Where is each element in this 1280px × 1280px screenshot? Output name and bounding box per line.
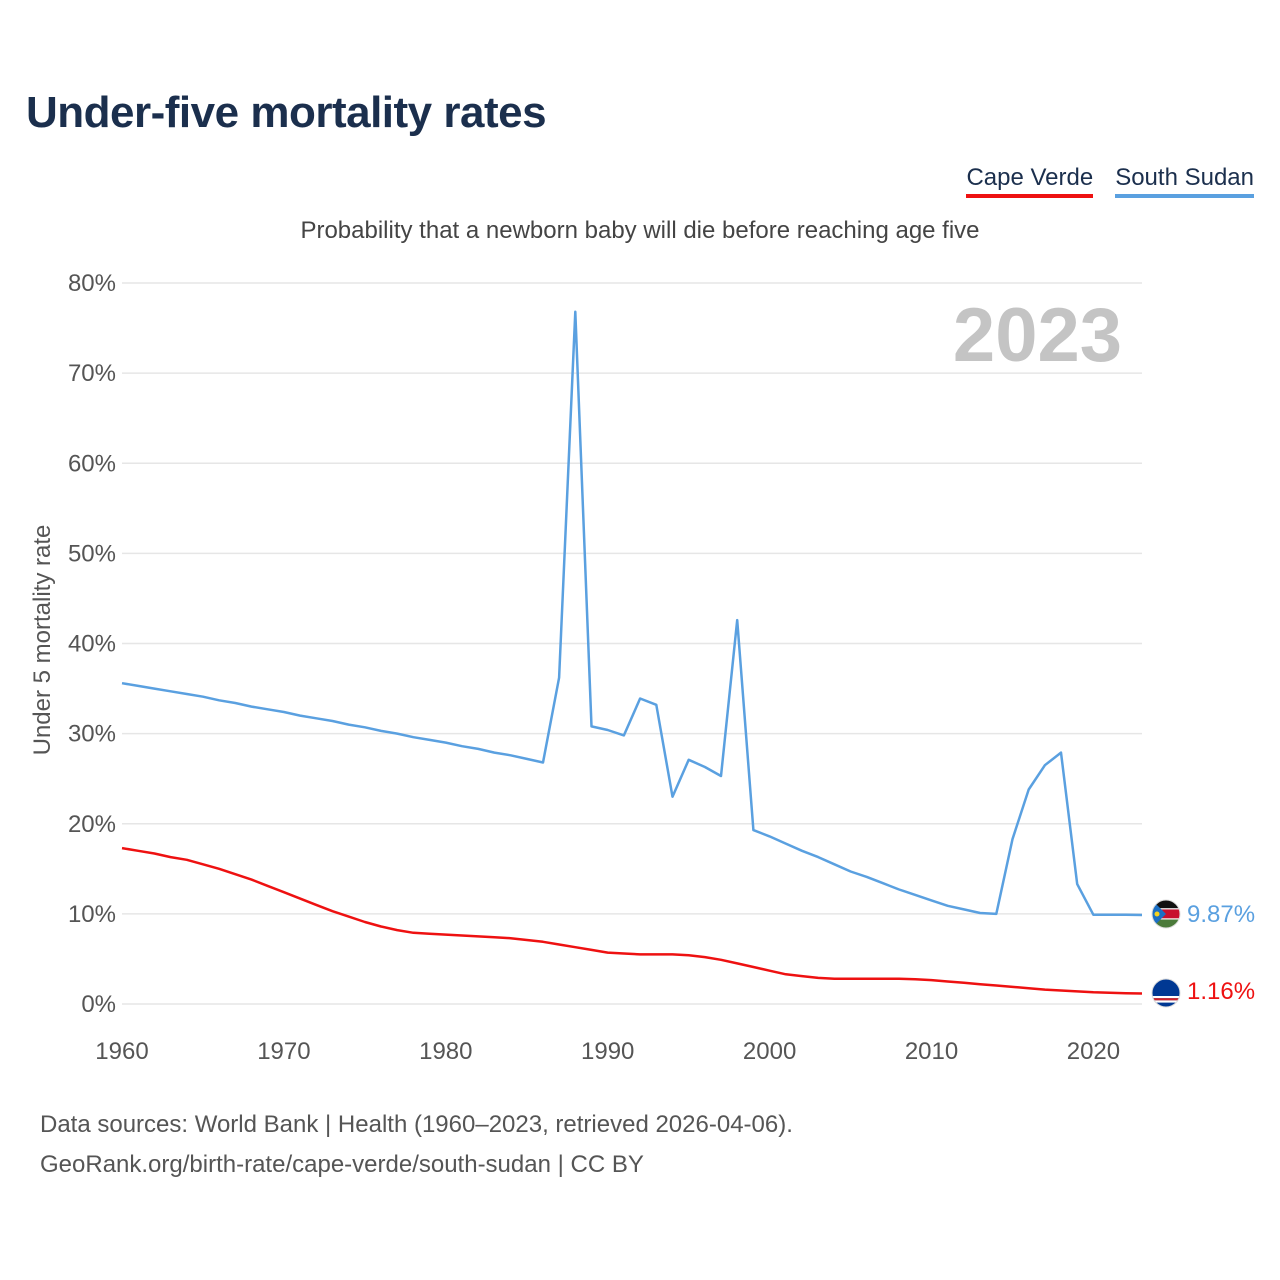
series-line-south-sudan[interactable]	[121, 310, 1143, 917]
x-tick-label: 2000	[743, 1038, 796, 1065]
y-tick-label: 0%	[81, 991, 116, 1018]
source-link[interactable]: GeoRank.org/birth-rate/cape-verde/south-…	[40, 1151, 644, 1178]
x-axis-ticks: 1960 1970 1980 1990 2000 2010 2020	[95, 1038, 1120, 1065]
chart-title: Under-five mortality rates	[26, 88, 547, 137]
x-tick-label: 1980	[419, 1038, 472, 1065]
series-line-cape-verde[interactable]	[121, 846, 1143, 995]
cape-verde-end-label: 1.16%	[1187, 978, 1255, 1005]
south-sudan-flag-icon	[1152, 900, 1180, 928]
y-tick-label: 30%	[68, 721, 116, 748]
footer: Data sources: World Bank | Health (1960–…	[40, 1105, 793, 1185]
x-tick-label: 2010	[905, 1038, 958, 1065]
line-chart: 0%10%20%30%40%50%60%70%80% 1960 1970 1980 1…	[29, 270, 1255, 1065]
y-tick-label: 80%	[68, 270, 116, 297]
legend-item-cape-verde[interactable]: Cape Verde	[966, 164, 1094, 198]
y-tick-label: 10%	[68, 901, 116, 928]
grid-lines	[122, 282, 1142, 1005]
chart-subtitle: Probability that a newborn baby will die…	[300, 217, 980, 244]
x-tick-label: 1970	[257, 1038, 310, 1065]
cape-verde-flag-icon	[1152, 979, 1180, 1007]
year-label: 2023	[953, 293, 1122, 378]
south-sudan-end-label: 9.87%	[1187, 901, 1255, 928]
series-layer	[121, 310, 1143, 995]
x-tick-label: 1960	[95, 1038, 148, 1065]
y-tick-label: 50%	[68, 540, 116, 567]
legend-item-south-sudan[interactable]: South Sudan	[1115, 164, 1254, 198]
y-tick-label: 40%	[68, 631, 116, 658]
x-tick-label: 1990	[581, 1038, 634, 1065]
x-tick-label: 2020	[1067, 1038, 1120, 1065]
data-sources-note: Data sources: World Bank | Health (1960–…	[40, 1111, 793, 1138]
legend: Cape Verde South Sudan	[966, 164, 1254, 198]
y-axis-ticks: 0% 10% 20% 30% 40% 50% 60% 70% 80%	[68, 270, 116, 1018]
y-tick-label: 20%	[68, 811, 116, 838]
y-tick-label: 60%	[68, 450, 116, 477]
y-axis-label: Under 5 mortality rate	[29, 525, 56, 756]
y-tick-label: 70%	[68, 360, 116, 387]
